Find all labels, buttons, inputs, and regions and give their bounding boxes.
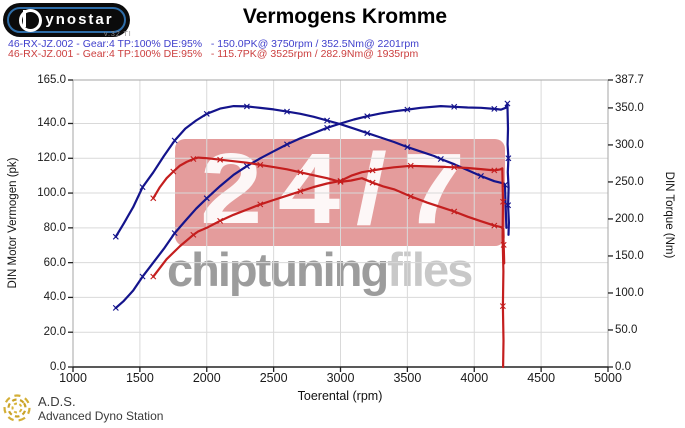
series-line-46-RX-JZ.002-Nm [114, 104, 508, 238]
series-line-46-RX-JZ.001-Nm [152, 156, 506, 265]
watermark-247-text: 24/7 [199, 132, 481, 245]
ads-footer: A.D.S. Advanced Dyno Station [2, 392, 163, 424]
data-point-marker [139, 273, 146, 280]
data-point-marker [150, 195, 157, 202]
data-point-marker [500, 241, 507, 248]
brand-bold-part: chiptuning [167, 243, 389, 296]
data-point-marker [139, 184, 146, 191]
legend-run-001: 46-RX-JZ.001 - Gear:4 TP:100% DE:95% - 1… [8, 48, 419, 60]
page-title: Vermogens Kromme [242, 5, 448, 28]
logo-text: ynostar [45, 10, 114, 28]
data-point-marker [491, 222, 498, 229]
data-point-marker [171, 137, 178, 144]
data-point-marker [504, 100, 511, 107]
data-point-marker [364, 113, 371, 120]
logo-capsule-outline [7, 7, 126, 33]
data-point-marker [297, 188, 304, 195]
data-point-marker [171, 230, 178, 237]
data-point-marker [112, 304, 119, 311]
data-point-marker [190, 231, 197, 238]
brand-light-part: files [387, 243, 473, 296]
data-point-marker [500, 198, 506, 205]
data-point-marker [297, 169, 304, 176]
data-point-marker [243, 103, 250, 110]
legend-run-002: 46-RX-JZ.002 - Gear:4 TP:100% DE:95% - 1… [8, 38, 419, 50]
series-line-46-RX-JZ.002-pk [114, 102, 510, 309]
data-point-marker [407, 193, 414, 200]
data-point-marker [505, 155, 512, 162]
data-point-marker [190, 155, 197, 162]
data-point-marker [369, 179, 376, 186]
data-point-marker [404, 106, 411, 113]
data-point-marker [243, 163, 250, 170]
data-point-marker [217, 156, 224, 163]
data-point-marker [203, 195, 210, 202]
data-point-marker [217, 217, 224, 224]
data-point-marker [364, 130, 371, 137]
dynostar-d-icon [19, 8, 43, 32]
data-point-marker [284, 108, 290, 115]
data-point-marker [404, 144, 411, 151]
data-point-marker [337, 178, 344, 185]
data-point-marker [203, 110, 210, 117]
data-point-marker [284, 141, 290, 148]
data-point-marker [491, 105, 498, 112]
data-point-marker [451, 103, 458, 110]
data-point-marker [112, 233, 119, 240]
data-point-marker [324, 124, 331, 131]
version-text: v.32 TI [104, 31, 132, 38]
ads-abbr-text: A.D.S. [38, 393, 76, 409]
data-point-marker [170, 168, 177, 175]
data-point-marker [257, 201, 264, 208]
series-line-46-RX-JZ.001-pk [152, 164, 505, 369]
ads-swirl-icon [3, 394, 31, 422]
dynostar-logo: ynostar [3, 3, 130, 37]
data-point-marker [437, 155, 444, 162]
data-point-marker [407, 162, 414, 169]
data-point-marker [150, 273, 157, 280]
data-point-marker [499, 303, 506, 310]
data-point-marker [369, 167, 376, 174]
watermark-brand-text: chiptuningfiles [167, 243, 473, 296]
data-point-marker [324, 117, 331, 124]
data-point-marker [451, 164, 458, 171]
data-point-marker [257, 161, 264, 168]
data-point-marker [491, 167, 498, 174]
ads-name-text: Advanced Dyno Station [38, 408, 164, 423]
data-point-marker [477, 173, 484, 180]
data-point-marker [451, 208, 458, 215]
